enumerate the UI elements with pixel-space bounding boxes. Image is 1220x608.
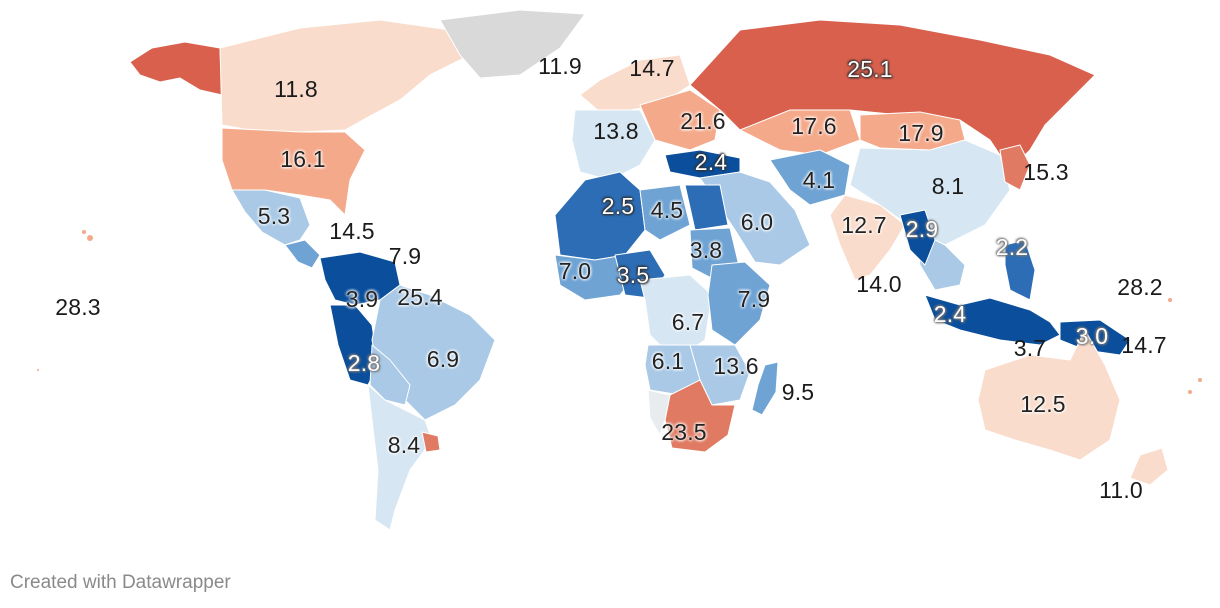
region-southern-africa[interactable] xyxy=(664,379,736,453)
value-label-sri-lanka: 14.0 xyxy=(856,271,902,297)
map-svg xyxy=(37,9,1202,531)
region-mexico[interactable] xyxy=(231,189,311,246)
value-label-russia: 25.1 xyxy=(847,56,893,82)
region-usa[interactable] xyxy=(221,127,366,216)
value-label-guyana: 25.4 xyxy=(397,284,443,310)
value-label-canada: 11.8 xyxy=(274,76,318,102)
value-label-myanmar: 2.9 xyxy=(905,216,939,242)
value-label-india: 12.7 xyxy=(841,212,887,238)
region-korea-japan[interactable] xyxy=(999,144,1031,191)
value-label-nigeria: 3.5 xyxy=(616,262,650,288)
region-australia[interactable] xyxy=(977,329,1121,461)
value-label-mongolia: 17.9 xyxy=(898,120,944,146)
value-label-eastern-europe: 21.6 xyxy=(680,108,726,134)
island-speck xyxy=(87,235,93,241)
region-india[interactable] xyxy=(829,194,906,281)
value-label-mexico: 5.3 xyxy=(257,203,291,229)
value-label-ethiopia: 7.9 xyxy=(737,286,771,312)
region-namibia[interactable] xyxy=(647,389,671,436)
value-label-madagascar: 9.5 xyxy=(781,379,815,405)
region-egypt[interactable] xyxy=(684,184,729,231)
island-speck xyxy=(37,369,39,371)
value-label-mozambique: 13.6 xyxy=(713,353,759,379)
region-new-zealand[interactable] xyxy=(1129,447,1169,486)
region-myanmar[interactable] xyxy=(899,209,936,266)
value-label-australia: 12.5 xyxy=(1020,391,1066,417)
value-label-peru: 2.8 xyxy=(347,350,381,376)
value-label-china: 8.1 xyxy=(931,173,965,199)
datawrapper-credit[interactable]: Created with Datawrapper xyxy=(10,572,231,593)
value-label-indonesia-west: 2.4 xyxy=(933,301,967,327)
value-label-iran: 4.1 xyxy=(802,167,836,193)
value-label-mali: 7.0 xyxy=(558,258,592,284)
value-label-pacific: 28.2 xyxy=(1117,274,1163,300)
value-label-greenland: 11.9 xyxy=(538,53,582,79)
value-label-usa: 16.1 xyxy=(280,146,326,172)
value-label-argentina: 8.4 xyxy=(387,432,421,458)
island-speck xyxy=(82,230,86,234)
value-label-saudi: 6.0 xyxy=(740,209,774,235)
world-choropleth-map xyxy=(37,9,1202,531)
region-alaska[interactable] xyxy=(129,41,223,96)
value-label-hawaii: 28.3 xyxy=(55,294,101,320)
island-speck xyxy=(1188,390,1192,394)
value-label-caribbean: 14.5 xyxy=(329,218,375,244)
value-label-scandinavia: 14.7 xyxy=(629,55,675,81)
value-label-angola: 6.1 xyxy=(651,348,685,374)
value-label-dominican: 7.9 xyxy=(388,243,422,269)
island-speck xyxy=(1198,378,1202,382)
value-label-colombia: 3.9 xyxy=(345,286,379,312)
region-china[interactable] xyxy=(849,139,1011,246)
value-label-sudan: 3.8 xyxy=(689,237,723,263)
value-label-south-africa: 23.5 xyxy=(661,419,707,445)
region-argentina-chile[interactable] xyxy=(367,384,433,531)
value-label-png: 3.0 xyxy=(1075,323,1109,349)
region-uruguay[interactable] xyxy=(421,431,441,453)
region-central-america[interactable] xyxy=(284,239,321,269)
region-greenland[interactable] xyxy=(439,9,586,79)
region-eastern-europe[interactable] xyxy=(639,89,721,151)
value-label-western-europe: 13.8 xyxy=(593,118,639,144)
value-label-libya: 4.5 xyxy=(650,197,684,223)
region-philippines[interactable] xyxy=(1004,239,1036,301)
value-label-turkey: 2.4 xyxy=(694,149,728,175)
value-label-algeria: 2.5 xyxy=(601,193,635,219)
island-speck xyxy=(1168,298,1172,302)
region-canada[interactable] xyxy=(219,19,471,133)
value-label-solomon: 14.7 xyxy=(1121,332,1167,358)
value-label-kazakhstan: 17.6 xyxy=(791,113,837,139)
value-label-brazil: 6.9 xyxy=(426,346,460,372)
value-label-philippines: 2.2 xyxy=(995,234,1029,260)
value-label-congo: 6.7 xyxy=(671,309,705,335)
value-label-new-zealand: 11.0 xyxy=(1099,477,1143,503)
region-libya[interactable] xyxy=(639,184,691,241)
region-east-africa[interactable] xyxy=(707,261,771,346)
value-label-japan: 15.3 xyxy=(1023,159,1069,185)
region-western-europe[interactable] xyxy=(571,109,656,181)
region-bolivia-paraguay[interactable] xyxy=(369,344,411,406)
region-madagascar[interactable] xyxy=(751,361,779,416)
value-label-timor: 3.7 xyxy=(1013,335,1047,361)
